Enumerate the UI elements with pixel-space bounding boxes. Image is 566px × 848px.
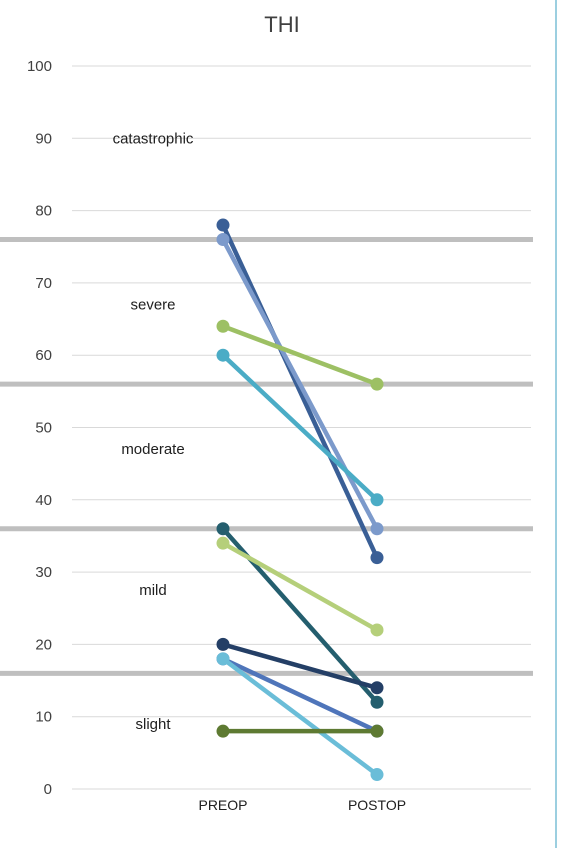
series-path	[220, 352, 380, 503]
severity-label: moderate	[121, 441, 184, 458]
x-tick-label: PREOP	[198, 797, 247, 813]
series-line	[216, 218, 384, 565]
data-point	[370, 377, 384, 391]
data-point	[216, 348, 230, 362]
y-tick-label: 60	[35, 347, 52, 364]
data-point	[216, 218, 230, 232]
data-point	[216, 652, 230, 666]
severity-label: mild	[139, 582, 167, 599]
y-tick-label: 20	[35, 636, 52, 653]
severity-label: severe	[130, 297, 175, 314]
data-point	[216, 233, 230, 247]
severity-label: slight	[135, 716, 171, 733]
series-path	[220, 656, 380, 777]
series-path	[220, 656, 380, 734]
y-tick-label: 40	[35, 492, 52, 509]
data-point	[370, 695, 384, 709]
data-point	[370, 493, 384, 507]
data-point	[216, 637, 230, 651]
data-point	[216, 522, 230, 536]
series-path	[220, 540, 380, 633]
series-line	[216, 319, 384, 391]
data-point	[216, 724, 230, 738]
series-line	[216, 724, 384, 738]
data-point	[370, 724, 384, 738]
data-point	[216, 536, 230, 550]
series-path	[220, 237, 380, 531]
severity-label: catastrophic	[113, 130, 194, 147]
data-point	[370, 551, 384, 565]
series-line	[216, 348, 384, 507]
y-tick-label: 70	[35, 275, 52, 292]
y-tick-label: 0	[44, 781, 52, 798]
series-line	[216, 536, 384, 637]
y-tick-label: 50	[35, 420, 52, 437]
data-point	[370, 623, 384, 637]
series-path	[220, 222, 380, 560]
y-tick-label: 30	[35, 564, 52, 581]
y-tick-label: 10	[35, 709, 52, 726]
series-path	[220, 642, 380, 691]
chart-title: THI	[264, 12, 299, 37]
data-point	[370, 681, 384, 695]
series-path	[220, 324, 380, 387]
data-point	[370, 522, 384, 536]
data-point	[216, 319, 230, 333]
y-tick-label: 100	[27, 58, 52, 75]
data-point	[370, 768, 384, 782]
series-line	[216, 652, 384, 782]
x-tick-label: POSTOP	[348, 797, 406, 813]
series-line	[216, 233, 384, 536]
y-tick-label: 80	[35, 203, 52, 220]
series-line	[216, 637, 384, 695]
y-tick-label: 90	[35, 130, 52, 147]
